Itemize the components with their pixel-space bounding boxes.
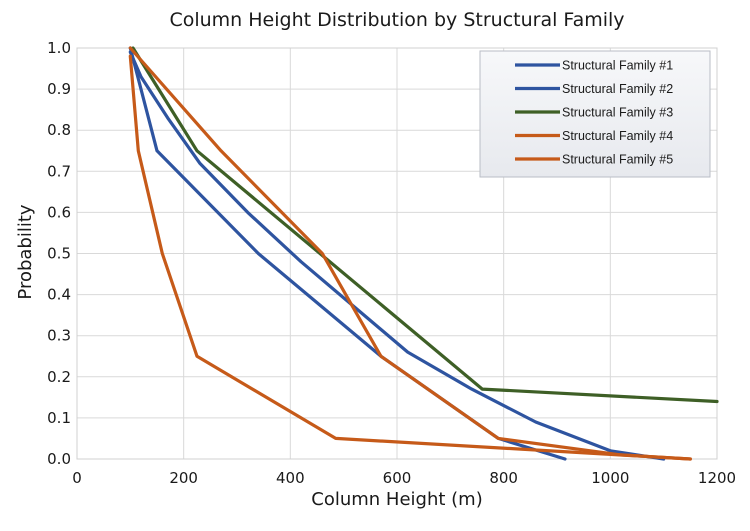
series-line-1 (128, 46, 567, 461)
legend-label-4: Structural Family #4 (562, 129, 673, 143)
y-tick-label: 0.1 (47, 409, 71, 427)
y-tick-label: 0.4 (47, 286, 71, 304)
x-axis-title: Column Height (m) (311, 489, 482, 510)
y-tick-label: 0.8 (47, 121, 71, 139)
x-tick-label: 1000 (591, 469, 629, 487)
y-tick-label: 0.9 (47, 80, 71, 98)
y-axis-title: Probability (15, 204, 36, 299)
y-tick-label: 0.2 (47, 368, 71, 386)
x-tick-label: 200 (169, 469, 198, 487)
y-tick-label: 0.7 (47, 162, 71, 180)
x-tick-label: 800 (489, 469, 518, 487)
legend-label-2: Structural Family #2 (562, 82, 673, 96)
y-tick-label: 0.5 (47, 245, 71, 263)
y-tick-label: 1.0 (47, 39, 71, 57)
y-tick-label: 0.0 (47, 450, 71, 468)
x-tick-label: 400 (276, 469, 305, 487)
legend-label-1: Structural Family #1 (562, 59, 673, 73)
legend: Structural Family #1 Structural Family #2… (479, 50, 711, 178)
legend-label-3: Structural Family #3 (562, 106, 673, 120)
tick-labels: 0 200 400 600 800 1000 1200 0.0 0.1 0.2 0.3 0.4 0.5 0… (47, 39, 736, 487)
series-line-5 (128, 54, 692, 461)
plot-area-border (76, 47, 718, 460)
axes (76, 47, 718, 460)
series-line-2 (128, 50, 666, 461)
x-tick-label: 0 (72, 469, 82, 487)
legend-box (479, 50, 711, 178)
x-tick-label: 1200 (698, 469, 736, 487)
series-line-3 (131, 46, 719, 404)
y-tick-label: 0.3 (47, 327, 71, 345)
y-tick-label: 0.6 (47, 203, 71, 221)
series-lines (128, 46, 719, 461)
legend-label-5: Structural Family #5 (562, 153, 673, 167)
chart-title: Column Height Distribution by Structural… (169, 9, 624, 31)
x-tick-label: 600 (383, 469, 412, 487)
